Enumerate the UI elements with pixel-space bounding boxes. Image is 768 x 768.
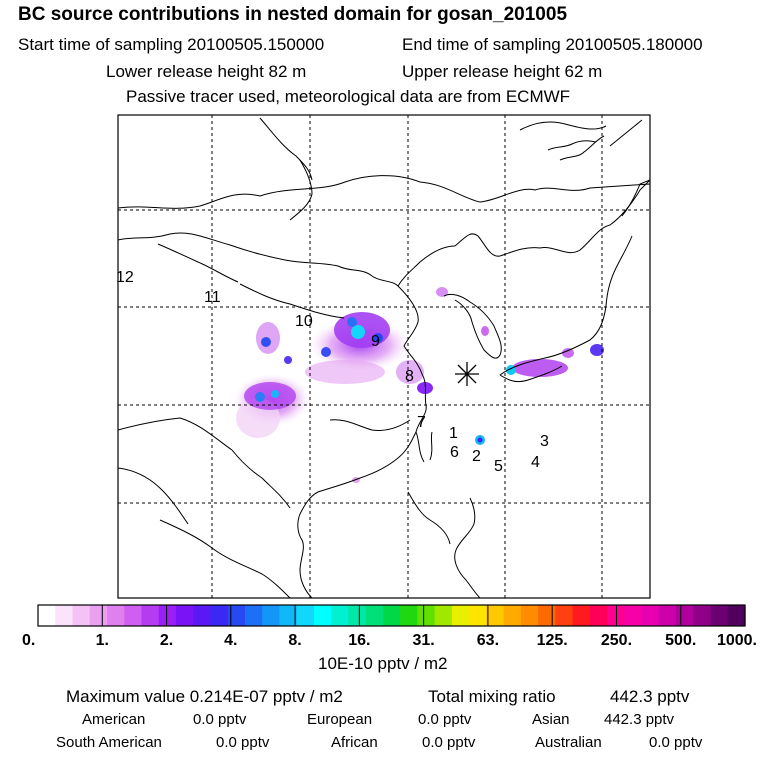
colorbar-cell xyxy=(727,605,746,626)
american-label: American xyxy=(82,711,146,728)
colorbar-tick-label: 8. xyxy=(288,632,301,649)
colorbar-cell xyxy=(676,605,694,626)
colorbar-cell xyxy=(55,605,74,626)
colorbar-cell xyxy=(641,605,660,626)
colorbar-cell xyxy=(175,605,194,626)
map-frame xyxy=(117,114,651,599)
colorbar-cell xyxy=(417,605,436,626)
colorbar-tick-label: 31. xyxy=(413,632,435,649)
colorbar-tick-label: 1000. xyxy=(717,632,757,649)
map-title: BC source contributions in nested domain… xyxy=(18,4,568,25)
trajectory-label-5: 5 xyxy=(494,458,503,475)
trajectory-label-10: 10 xyxy=(295,313,313,330)
colorbar-cell xyxy=(89,605,108,626)
map-panel: 1 2 3 4 5 6 7 8 9 10 11 12 xyxy=(116,114,651,599)
south-american-value: 0.0 pptv xyxy=(216,734,270,751)
colorbar-tick-label: 16. xyxy=(348,632,370,649)
upper-release-label: Upper release height 62 m xyxy=(402,62,603,81)
asian-value: 442.3 pptv xyxy=(604,711,675,728)
colorbar: 0. 1. 2. 4. 8. 16. 31. 63. 125. 250. 500. 1000. xyxy=(22,604,757,649)
colorbar-cell xyxy=(244,605,263,626)
american-value: 0.0 pptv xyxy=(193,711,247,728)
trajectory-label-8: 8 xyxy=(405,368,414,385)
colorbar-cell xyxy=(365,605,384,626)
australian-label: Australian xyxy=(535,734,602,751)
colorbar-cell xyxy=(434,605,453,626)
colorbar-cell xyxy=(486,605,505,626)
colorbar-cell xyxy=(400,605,418,626)
trajectory-label-12: 12 xyxy=(116,269,134,286)
colorbar-unit-label: 10E-10 pptv / m2 xyxy=(318,654,448,673)
colorbar-cell xyxy=(210,605,229,626)
colorbar-cell xyxy=(296,605,315,626)
maximum-value-label: Maximum value 0.214E-07 pptv / m2 xyxy=(66,687,343,706)
colorbar-cell xyxy=(538,605,556,626)
colorbar-cell xyxy=(158,605,177,626)
tracer-note: Passive tracer used, meteorological data… xyxy=(126,87,571,106)
colorbar-cell xyxy=(658,605,677,626)
colorbar-tick-label: 0. xyxy=(22,632,35,649)
australian-value: 0.0 pptv xyxy=(649,734,703,751)
colorbar-cell xyxy=(572,605,591,626)
trajectory-label-9: 9 xyxy=(371,333,380,350)
colorbar-cell xyxy=(124,605,143,626)
colorbar-tick-label: 63. xyxy=(477,632,499,649)
colorbar-tick-label: 500. xyxy=(665,632,696,649)
colorbar-cell xyxy=(693,605,712,626)
colorbar-tick-label: 4. xyxy=(224,632,237,649)
trajectory-label-1: 1 xyxy=(449,425,458,442)
colorbar-cell xyxy=(589,605,608,626)
colorbar-cell xyxy=(227,605,246,626)
colorbar-cell xyxy=(313,605,332,626)
colorbar-cell xyxy=(72,605,91,626)
end-time-label: End time of sampling 20100505.180000 xyxy=(402,35,703,54)
colorbar-cell xyxy=(141,605,160,626)
colorbar-cell xyxy=(555,605,574,626)
start-time-label: Start time of sampling 20100505.150000 xyxy=(18,35,325,54)
trajectory-label-3: 3 xyxy=(540,433,549,450)
coastlines xyxy=(118,117,650,598)
colorbar-cell xyxy=(279,605,298,626)
colorbar-cell xyxy=(382,605,401,626)
asian-label: Asian xyxy=(532,711,570,728)
trajectory-label-11: 11 xyxy=(204,289,221,306)
colorbar-cell xyxy=(193,605,212,626)
colorbar-cell xyxy=(106,605,125,626)
colorbar-tick-label: 125. xyxy=(537,632,568,649)
colorbar-cell xyxy=(520,605,539,626)
map-content xyxy=(118,115,650,598)
colorbar-tick-label: 1. xyxy=(96,632,109,649)
graticule xyxy=(118,115,650,598)
african-value: 0.0 pptv xyxy=(422,734,476,751)
colorbar-cell xyxy=(348,605,367,626)
colorbar-cells xyxy=(38,605,746,626)
receptor-marker-icon xyxy=(455,362,479,386)
lower-release-label: Lower release height 82 m xyxy=(106,62,307,81)
trajectory-label-7: 7 xyxy=(417,414,426,431)
south-american-label: South American xyxy=(56,734,162,751)
colorbar-cell xyxy=(624,605,643,626)
total-mixing-ratio-value: 442.3 pptv xyxy=(610,687,690,706)
colorbar-tick-labels: 0. 1. 2. 4. 8. 16. 31. 63. 125. 250. 500. 1000. xyxy=(22,605,757,649)
colorbar-cell xyxy=(451,605,470,626)
colorbar-cell xyxy=(503,605,522,626)
colorbar-cell xyxy=(331,605,349,626)
colorbar-cell xyxy=(262,605,281,626)
colorbar-cell xyxy=(469,605,487,626)
colorbar-tick-label: 2. xyxy=(160,632,173,649)
european-value: 0.0 pptv xyxy=(418,711,472,728)
contribution-field xyxy=(234,287,604,483)
african-label: African xyxy=(331,734,378,751)
trajectory-label-6: 6 xyxy=(450,444,459,461)
total-mixing-ratio-label: Total mixing ratio xyxy=(428,687,556,706)
trajectory-label-4: 4 xyxy=(531,454,540,471)
trajectory-label-2: 2 xyxy=(472,448,481,465)
colorbar-tick-label: 250. xyxy=(601,632,632,649)
colorbar-cell xyxy=(710,605,729,626)
european-label: European xyxy=(307,711,373,728)
colorbar-cell xyxy=(38,605,56,626)
